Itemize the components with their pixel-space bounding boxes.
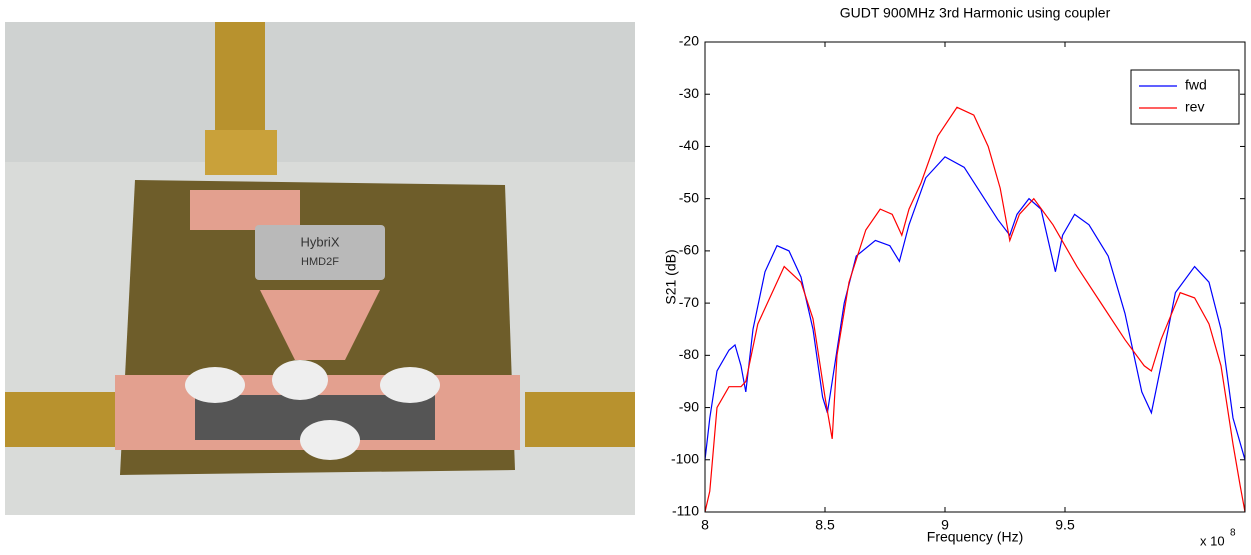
board-photo: HybriX HMD2F (5, 22, 635, 515)
x-tick-label: 9.5 (1055, 517, 1075, 533)
y-tick-label: -70 (679, 294, 699, 310)
axes-box (704, 41, 1246, 513)
legend-box (1130, 69, 1240, 125)
x-tick-label: 8.5 (815, 517, 835, 533)
y-tick-label: -80 (679, 346, 699, 362)
data-line (705, 106, 1245, 512)
y-tick-label: -50 (679, 189, 699, 205)
y-tick-label: -90 (679, 398, 699, 414)
sma-top-flange (205, 130, 277, 175)
chart-title: GUDT 900MHz 3rd Harmonic using coupler (840, 5, 1111, 21)
y-tick-label: -20 (679, 33, 699, 49)
x-axis-label: Frequency (Hz) (927, 529, 1023, 545)
legend-label: rev (1185, 99, 1204, 115)
y-tick-label: -100 (671, 450, 699, 466)
y-tick-label: -110 (672, 503, 699, 519)
hybrid-chip (255, 225, 385, 280)
sma-left (5, 392, 115, 447)
x-tick-label: 9 (941, 517, 949, 533)
chip-marking: HMD2F (301, 256, 339, 268)
solder (380, 367, 440, 403)
photo-wall (5, 22, 635, 162)
trace (260, 290, 380, 360)
y-axis-label: S21 (dB) (663, 249, 679, 304)
data-line (705, 156, 1245, 460)
solder (185, 367, 245, 403)
sma-right (525, 392, 635, 447)
solder (300, 420, 360, 460)
sma-top (215, 22, 265, 132)
y-tick-label: -60 (679, 242, 699, 258)
x-tick-label: 8 (701, 517, 709, 533)
x-multiplier-exponent: 8 (1230, 528, 1236, 539)
y-tick-label: -30 (679, 85, 699, 101)
y-tick-label: -40 (679, 137, 699, 153)
solder (272, 360, 328, 400)
chip-marking: HybriX (300, 234, 339, 249)
trace (190, 190, 300, 230)
legend-label: fwd (1185, 77, 1207, 93)
x-multiplier: x 10 (1200, 533, 1225, 548)
